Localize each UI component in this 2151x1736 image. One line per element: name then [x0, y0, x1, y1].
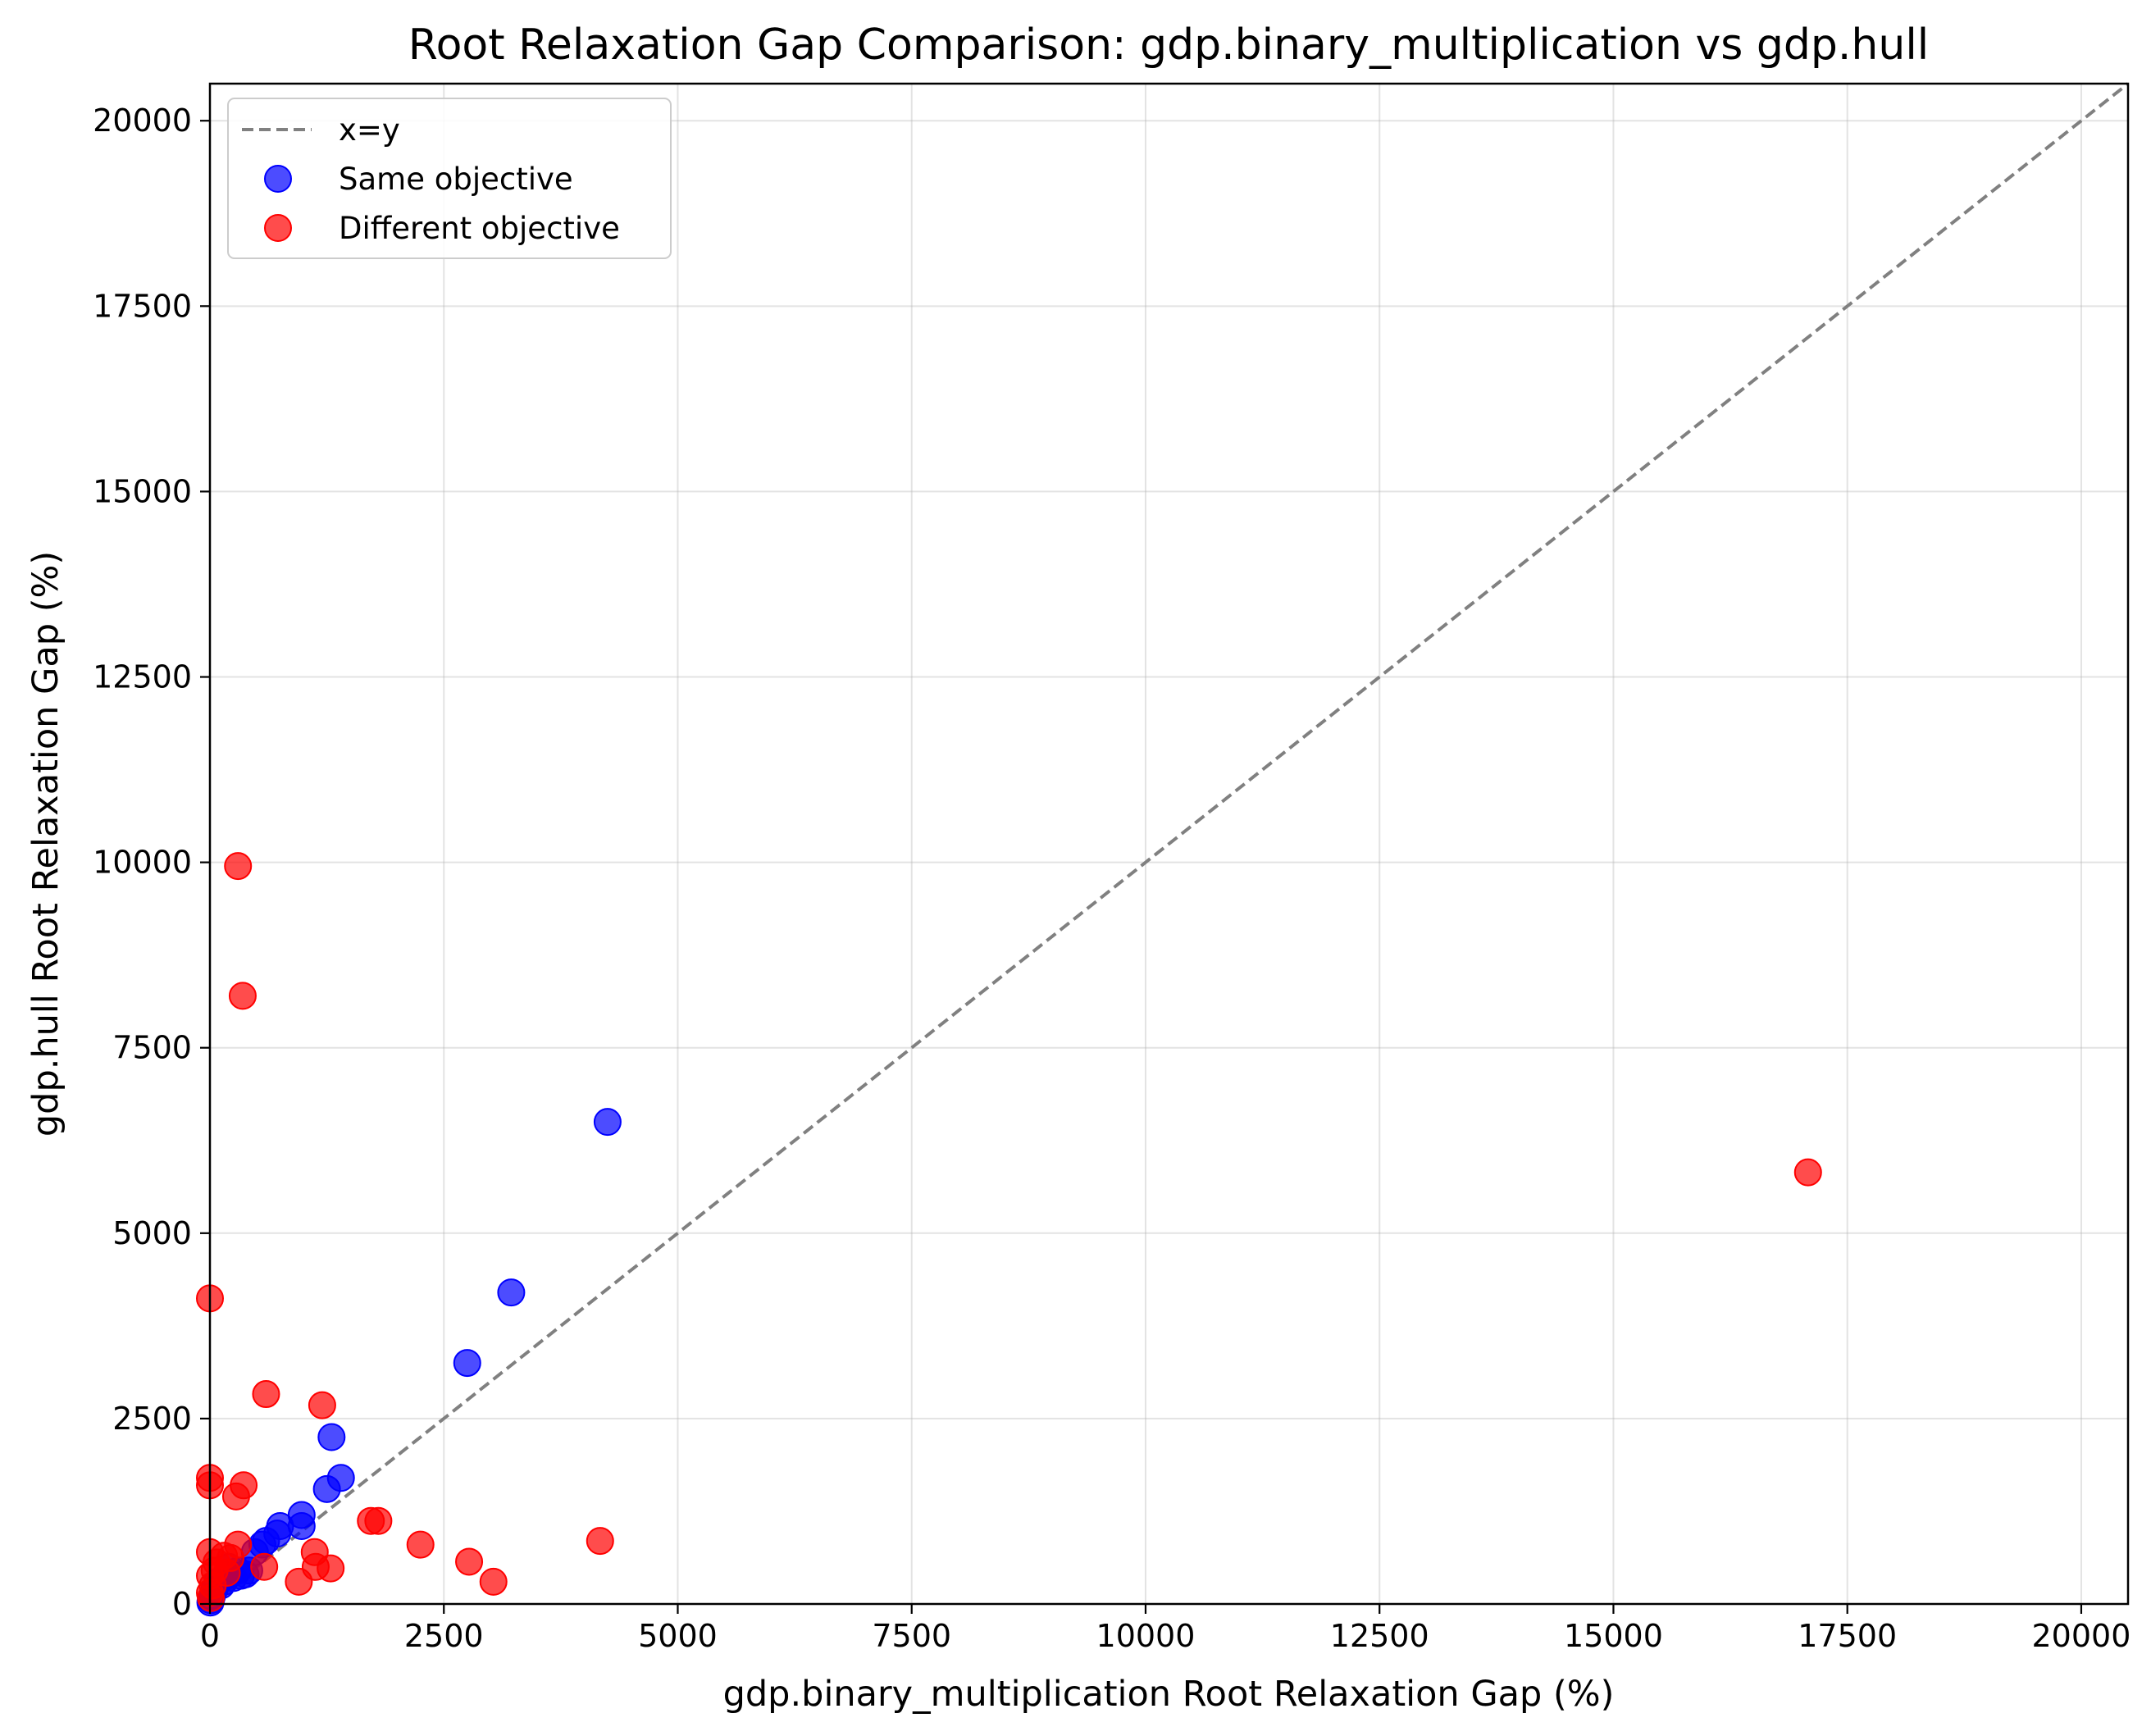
data-point-different-objective	[586, 1527, 614, 1556]
data-point-different-objective	[221, 1482, 250, 1510]
data-point-same-objective	[593, 1108, 622, 1137]
y-tick-label: 2500	[112, 1401, 192, 1437]
data-point-different-objective	[252, 1380, 280, 1409]
grid-layer	[209, 84, 2128, 1605]
data-point-different-objective	[364, 1506, 393, 1535]
data-point-different-objective	[317, 1554, 345, 1583]
legend-box	[227, 98, 672, 259]
ticks-layer: 0 2500 5000 7500 10000 12500 15000 17500 20000 0 2…	[93, 103, 2130, 1654]
data-point-different-objective	[455, 1547, 484, 1576]
x-tick-label: 12500	[1330, 1618, 1429, 1654]
x-tick-label: 20000	[2032, 1618, 2131, 1654]
y-tick-label: 17500	[93, 288, 192, 324]
data-point-same-objective	[317, 1423, 346, 1451]
legend: x=y Same objective Different objective	[227, 98, 672, 259]
x-tick-label: 15000	[1564, 1618, 1663, 1654]
y-tick-label: 0	[172, 1586, 192, 1622]
x-tick-label: 10000	[1096, 1618, 1196, 1654]
data-point-different-objective	[406, 1530, 435, 1559]
chart-title: Root Relaxation Gap Comparison: gdp.bina…	[408, 21, 1929, 70]
data-point-different-objective	[224, 852, 253, 881]
y-tick-label: 12500	[93, 659, 192, 695]
y-tick-label: 10000	[93, 845, 192, 881]
data-point-different-objective	[285, 1567, 313, 1596]
y-tick-label: 5000	[112, 1215, 192, 1251]
legend-label-same-objective: Same objective	[339, 162, 573, 197]
data-point-same-objective	[312, 1474, 341, 1503]
y-tick-label: 15000	[93, 473, 192, 509]
legend-label-different-objective: Different objective	[339, 211, 620, 246]
data-point-different-objective	[250, 1552, 279, 1581]
y-axis-title: gdp.hull Root Relaxation Gap (%)	[25, 551, 66, 1137]
x-tick-label: 5000	[638, 1618, 718, 1654]
x-tick-label: 17500	[1798, 1618, 1897, 1654]
x-axis-title: gdp.binary_multiplication Root Relaxatio…	[723, 1674, 1615, 1715]
reference-line-x-equals-y	[208, 82, 2130, 1606]
data-point-same-objective	[497, 1278, 526, 1307]
x-tick-label: 0	[200, 1618, 220, 1654]
reference-line-layer	[208, 82, 2130, 1606]
data-point-same-objective	[453, 1349, 481, 1378]
x-tick-label: 2500	[404, 1618, 484, 1654]
y-tick-label: 20000	[93, 103, 192, 139]
plot-frame	[208, 82, 2130, 1606]
legend-label-reference-line: x=y	[339, 112, 400, 148]
y-tick-label: 7500	[112, 1030, 192, 1066]
data-point-different-objective	[228, 982, 257, 1010]
data-point-different-objective	[1793, 1158, 1822, 1187]
data-point-different-objective	[308, 1391, 336, 1419]
x-tick-label: 7500	[872, 1618, 951, 1654]
data-point-different-objective	[479, 1567, 508, 1596]
legend-swatch-same-objective	[264, 165, 292, 193]
legend-swatch-different-objective	[264, 214, 292, 242]
